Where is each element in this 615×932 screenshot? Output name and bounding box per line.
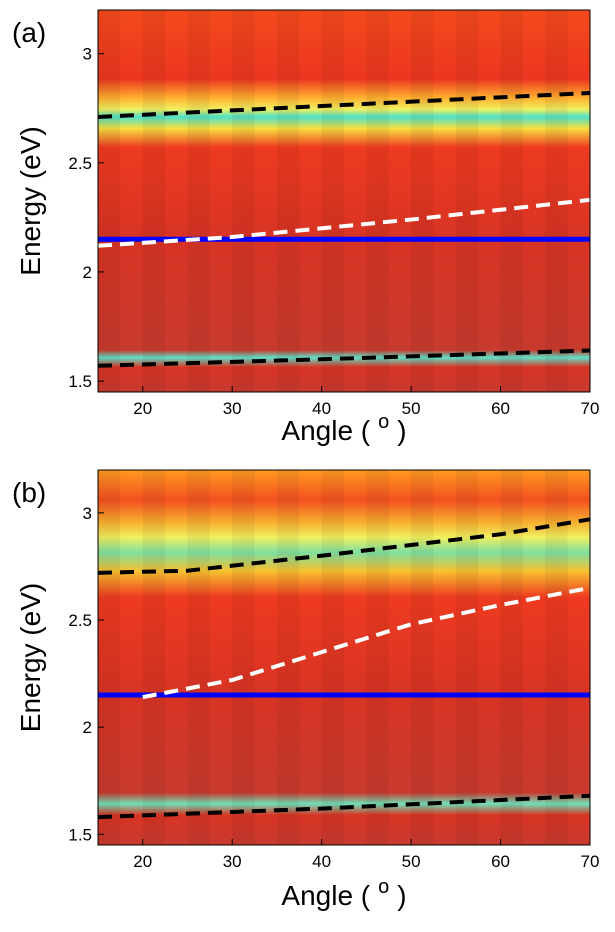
heatmap bbox=[98, 470, 590, 845]
plot-frame bbox=[97, 9, 591, 393]
x-axis-label-part: o bbox=[378, 876, 389, 898]
y-axis-label: Energy (eV) bbox=[15, 583, 46, 732]
heatmap-column bbox=[455, 10, 479, 392]
panels: 20 30 40 50 60 70 1.5 2 2.5 3 (a) Energy (eV) Angle … bbox=[12, 9, 600, 911]
heatmap-column bbox=[455, 470, 479, 845]
y-tick-label: 1.5 bbox=[68, 825, 92, 844]
x-tick-label: 30 bbox=[223, 852, 242, 871]
heatmap-column bbox=[545, 10, 568, 392]
x-tick-label: 50 bbox=[402, 852, 421, 871]
y-tick-label: 2.5 bbox=[68, 154, 92, 173]
heatmap-column bbox=[276, 10, 300, 392]
heatmap-column bbox=[187, 470, 210, 845]
heatmap bbox=[98, 10, 590, 392]
y-tick-label: 2 bbox=[83, 718, 92, 737]
x-tick-label: 70 bbox=[581, 852, 600, 871]
heatmap-column bbox=[187, 10, 210, 392]
x-tick-label: 20 bbox=[133, 399, 152, 418]
panel: 20 30 40 50 60 70 1.5 2 2.5 3 (b) Energy (eV) Angle … bbox=[12, 469, 600, 911]
panel-label: (b) bbox=[12, 477, 46, 508]
series-line bbox=[97, 197, 591, 248]
y-tick-label: 1.5 bbox=[68, 372, 92, 391]
heatmap-column bbox=[500, 470, 523, 845]
heatmap-column bbox=[98, 470, 121, 845]
heatmap-column bbox=[411, 470, 434, 845]
x-tick-label: 20 bbox=[133, 852, 152, 871]
heatmap-column bbox=[98, 10, 121, 392]
x-tick-label: 40 bbox=[312, 852, 331, 871]
heatmap-column bbox=[142, 470, 166, 845]
panel-label: (a) bbox=[12, 17, 46, 48]
series-line bbox=[142, 585, 591, 700]
y-tick-label: 2.5 bbox=[68, 611, 92, 630]
x-tick-label: 70 bbox=[581, 399, 600, 418]
x-axis-label-part: Angle ( bbox=[281, 415, 370, 446]
heatmap-column bbox=[366, 10, 389, 392]
heatmap-column bbox=[321, 470, 344, 845]
heatmap-column bbox=[142, 10, 166, 392]
heatmap-column bbox=[232, 470, 255, 845]
plot-frame bbox=[97, 469, 591, 846]
y-tick-label: 3 bbox=[83, 504, 92, 523]
y-tick-label: 3 bbox=[83, 45, 92, 64]
y-axis-label: Energy (eV) bbox=[15, 126, 46, 275]
x-axis-label-part: Angle ( bbox=[281, 880, 370, 911]
x-axis-label-part: ) bbox=[397, 880, 406, 911]
heatmap-column bbox=[321, 10, 344, 392]
heatmap-column bbox=[232, 10, 255, 392]
x-axis-label: Angle ( o) bbox=[281, 876, 406, 911]
series-line bbox=[97, 793, 591, 820]
heatmap-column bbox=[366, 470, 389, 845]
x-tick-label: 30 bbox=[223, 399, 242, 418]
x-tick-label: 40 bbox=[312, 399, 331, 418]
heatmap-column bbox=[411, 10, 434, 392]
series-line bbox=[97, 90, 591, 119]
x-axis-label-part: o bbox=[378, 411, 389, 433]
series-line bbox=[97, 348, 591, 368]
x-tick-label: 60 bbox=[491, 852, 510, 871]
heatmap-column bbox=[276, 470, 300, 845]
x-tick-label: 50 bbox=[402, 399, 421, 418]
heatmap-column bbox=[500, 10, 523, 392]
x-axis-label: Angle ( o) bbox=[281, 411, 406, 446]
y-tick-label: 2 bbox=[83, 263, 92, 282]
x-tick-label: 60 bbox=[491, 399, 510, 418]
heatmap-column bbox=[545, 470, 568, 845]
series-line bbox=[97, 517, 591, 575]
x-axis-label-part: ) bbox=[397, 415, 406, 446]
panel: 20 30 40 50 60 70 1.5 2 2.5 3 (a) Energy (eV) Angle … bbox=[12, 9, 600, 446]
